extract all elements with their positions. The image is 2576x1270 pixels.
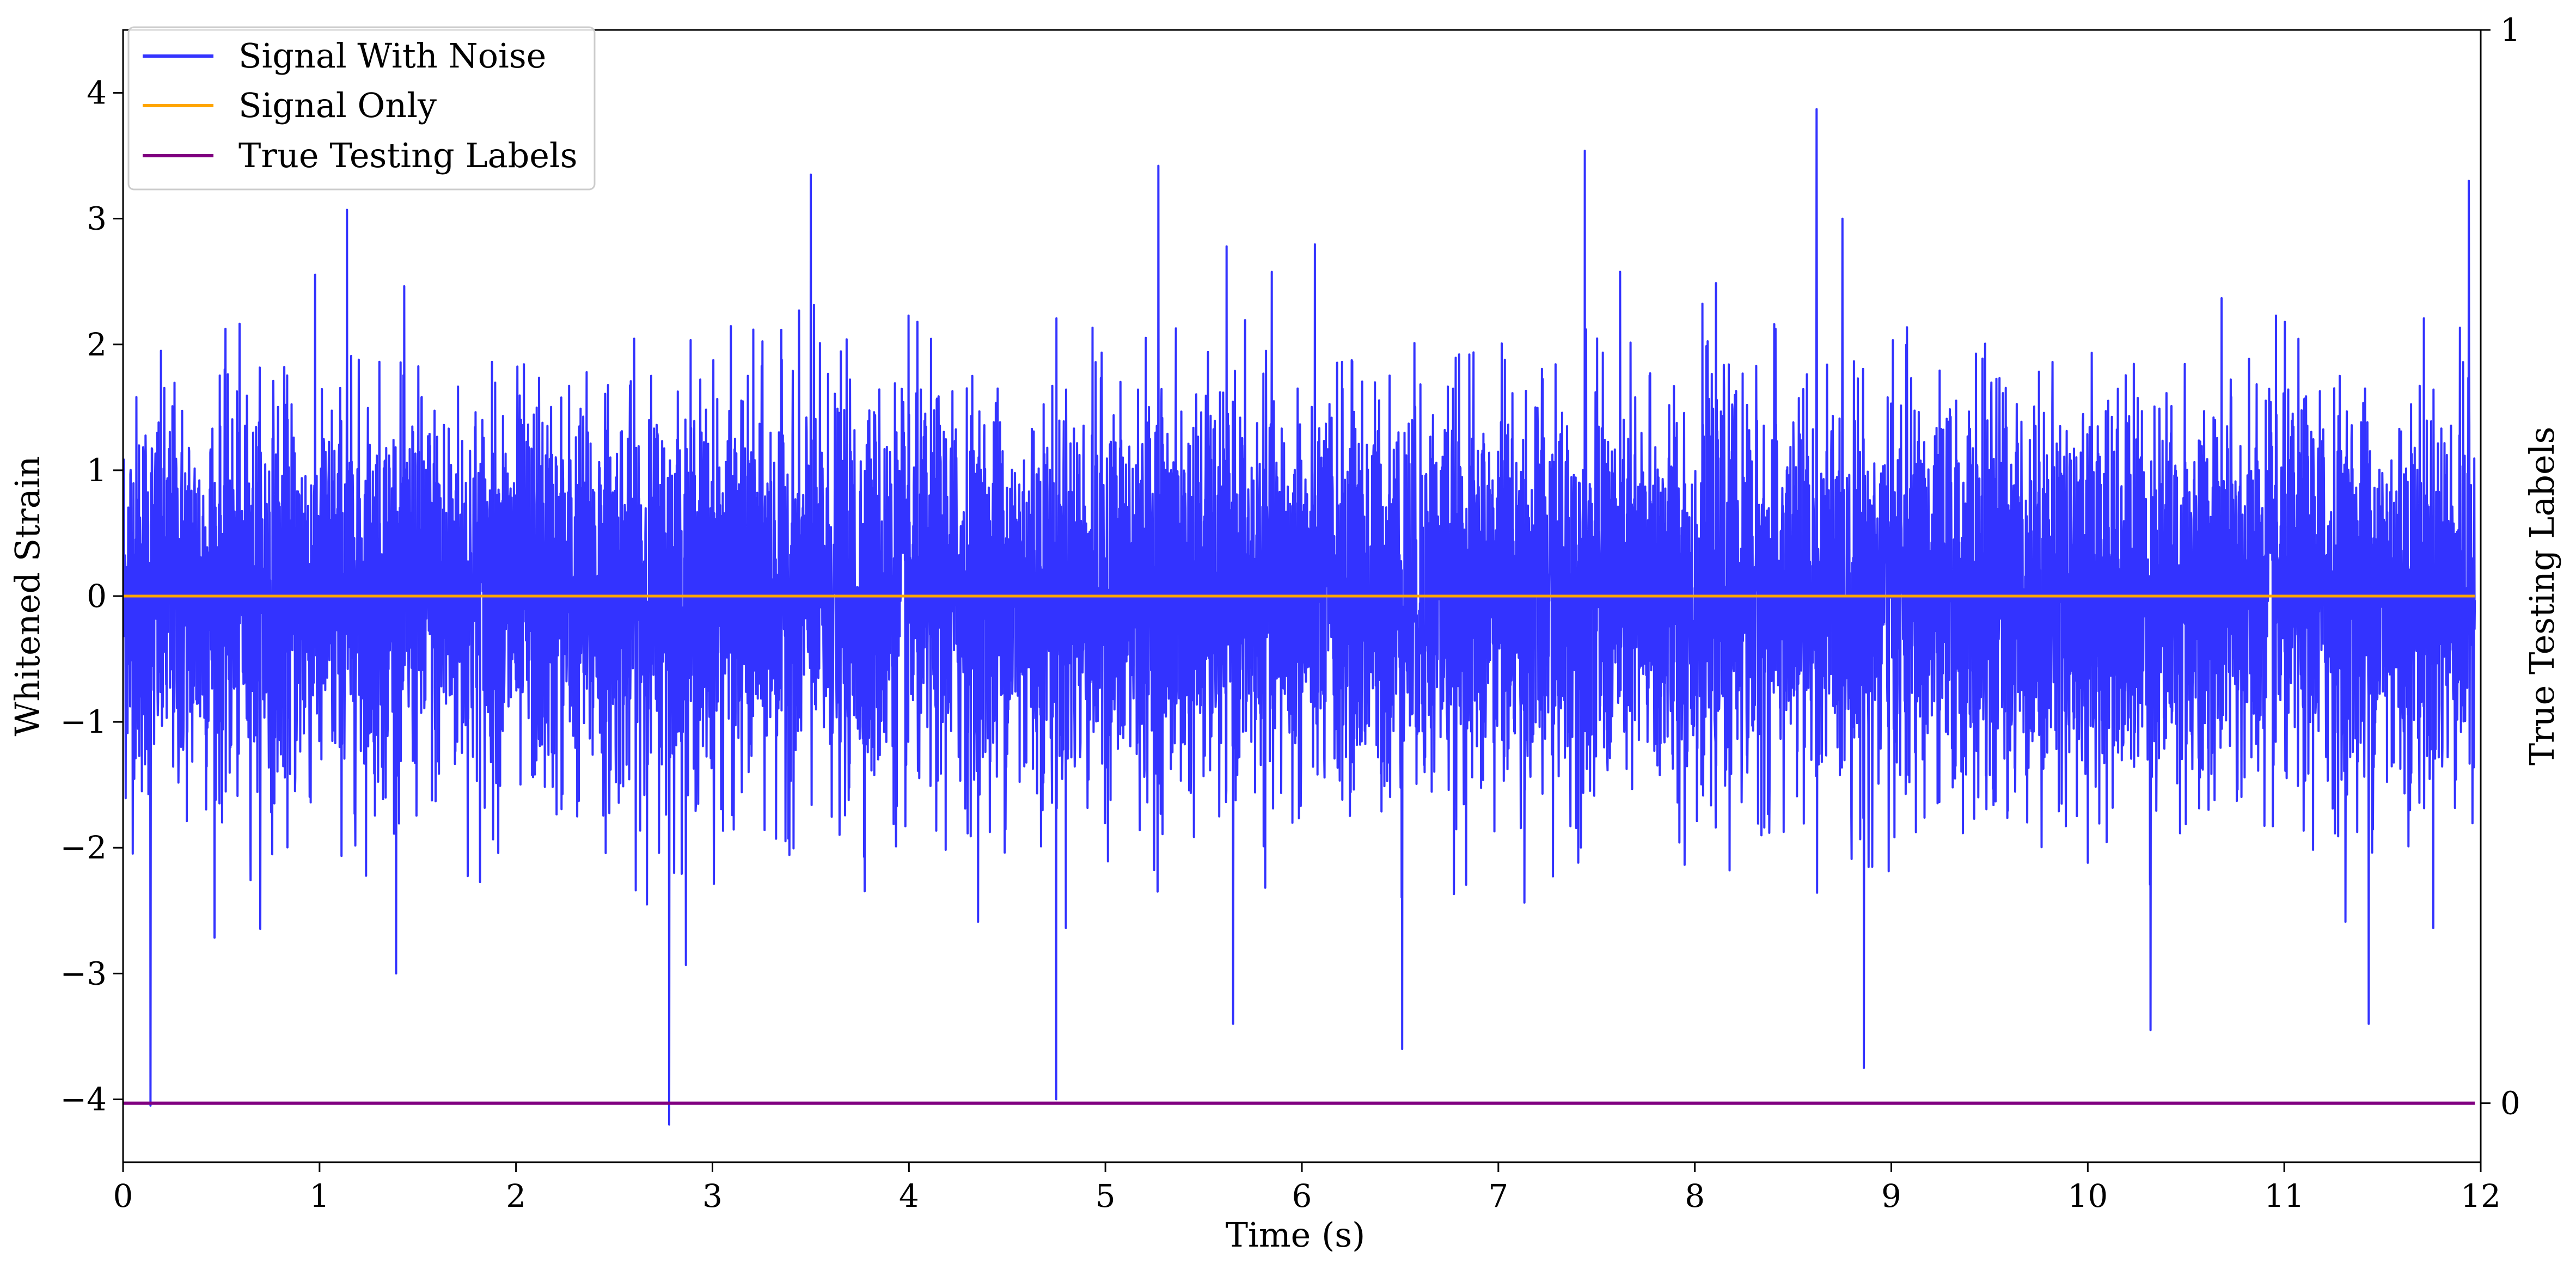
x-tick-label: 10 [2067,1177,2108,1214]
legend-label-signal-with-noise: Signal With Noise [238,36,546,76]
x-tick-label: 9 [1881,1177,1901,1214]
y-tick-label: 2 [87,326,107,363]
y-tick-label: −4 [60,1081,107,1118]
y-axis-right: 01 [2481,11,2520,1122]
legend-label-true-testing-labels: True Testing Labels [238,136,578,175]
y-axis-label: Whitened Strain [8,456,47,737]
x-tick-label: 8 [1685,1177,1705,1214]
y-axis-left: −4 −3 −2 −1 0 1 2 3 4 [60,75,123,1118]
x-tick-label: 7 [1488,1177,1508,1214]
legend-box [127,26,596,191]
y-tick-label: 3 [87,200,107,237]
x-tick-label: 3 [702,1177,723,1214]
legend-label-signal-only: Signal Only [238,85,437,125]
x-axis: 0 1 2 3 4 5 6 7 8 9 10 11 12 [113,1162,2501,1214]
y-tick-label: −1 [60,703,107,740]
y2-tick-label: 0 [2500,1085,2520,1122]
y-tick-label: 1 [87,452,107,489]
y-tick-label: −2 [60,829,107,866]
x-tick-label: 2 [506,1177,526,1214]
x-tick-label: 12 [2461,1177,2501,1214]
y2-axis-label: True Testing Labels [2522,427,2562,766]
signal-with-noise-line [123,108,2476,1126]
x-tick-label: 5 [1096,1177,1116,1214]
x-tick-label: 6 [1292,1177,1312,1214]
x-tick-label: 4 [899,1177,919,1214]
legend: Signal With Noise Signal Only True Testi… [127,26,596,191]
x-tick-label: 11 [2264,1177,2304,1214]
y-tick-label: 4 [87,75,107,112]
y-tick-label: 0 [87,578,107,615]
x-tick-label: 0 [113,1177,133,1214]
y2-tick-label: 1 [2500,11,2520,48]
y-tick-label: −3 [60,955,107,992]
signal-with-noise-series [123,108,2476,1126]
x-tick-label: 1 [309,1177,329,1214]
x-axis-label: Time (s) [1226,1215,1366,1255]
